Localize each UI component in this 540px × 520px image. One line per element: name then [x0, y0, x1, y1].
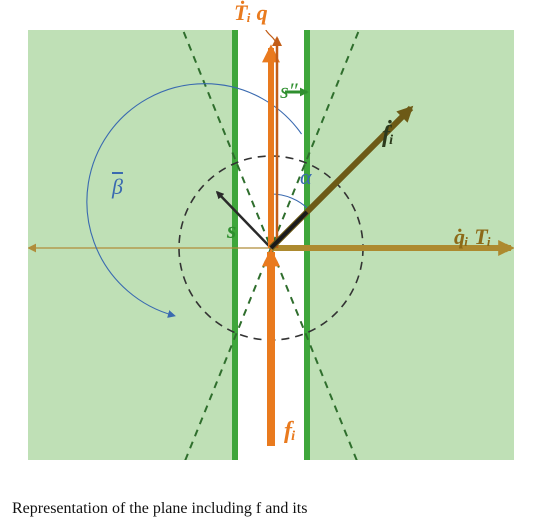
diagram-svg — [0, 0, 540, 520]
green-left — [28, 30, 235, 460]
figure-stage: Ṫᵢ q s″ α β s ḟᵢ q̇ᵢ Tᵢ fᵢ Representatio… — [0, 0, 540, 520]
figure-caption: Representation of the plane including f … — [12, 500, 532, 518]
